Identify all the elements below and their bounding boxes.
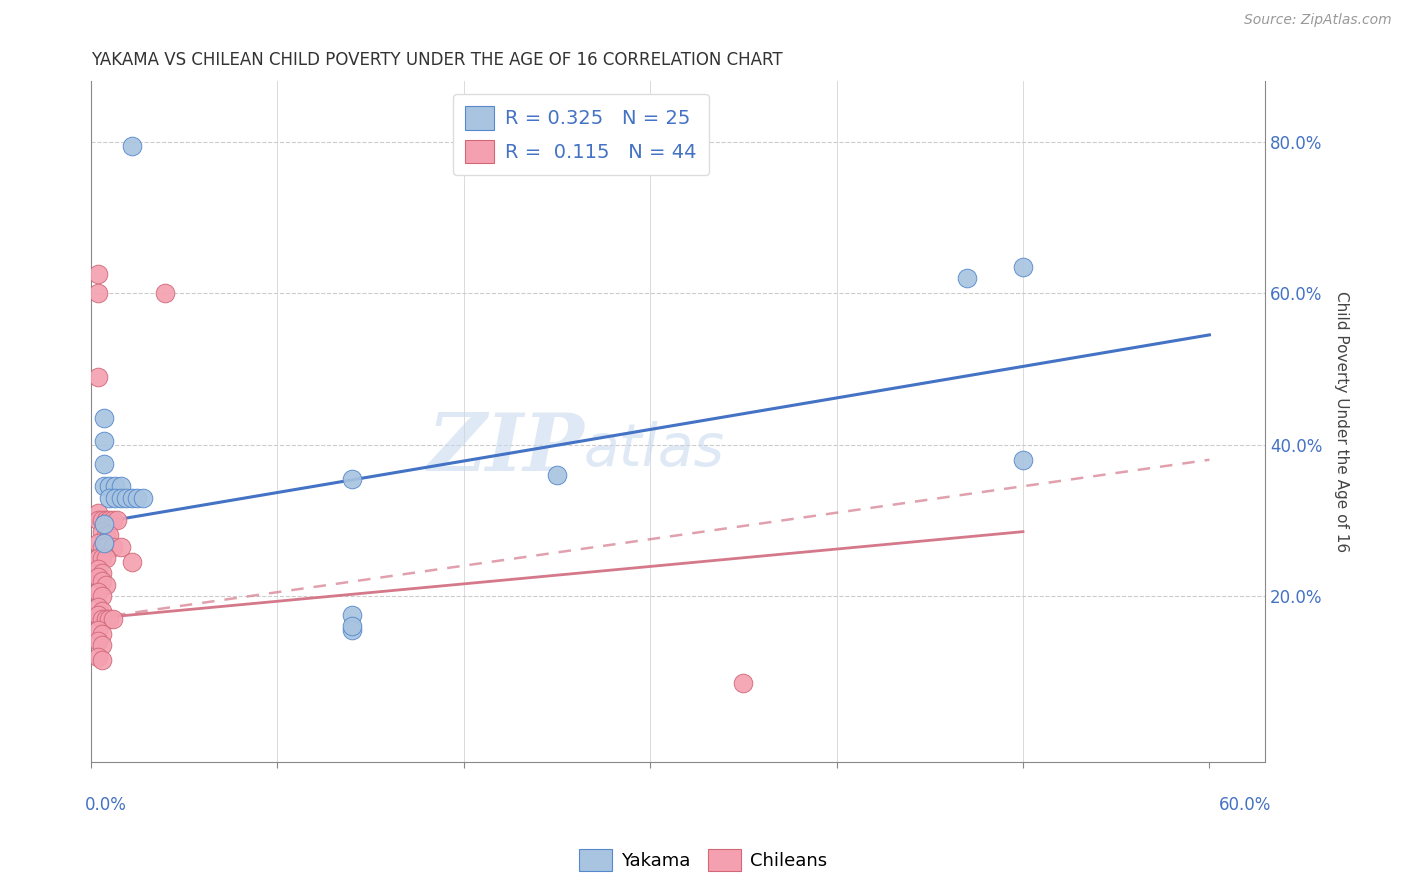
Point <box>132 491 155 505</box>
Point <box>87 551 110 566</box>
Point <box>93 411 115 425</box>
Text: ZIP: ZIP <box>427 410 583 488</box>
Point <box>94 551 117 566</box>
Point <box>115 491 138 505</box>
Point <box>94 612 117 626</box>
Point <box>90 566 112 581</box>
Point <box>87 286 110 301</box>
Legend: Yakama, Chileans: Yakama, Chileans <box>572 842 834 879</box>
Point <box>104 491 127 505</box>
Point <box>90 574 112 588</box>
Point <box>93 479 115 493</box>
Point <box>87 369 110 384</box>
Point <box>87 268 110 282</box>
Point <box>93 434 115 448</box>
Point <box>94 540 117 554</box>
Point <box>98 491 121 505</box>
Point <box>87 562 110 576</box>
Point <box>98 528 121 542</box>
Point <box>121 138 143 153</box>
Point <box>121 555 143 569</box>
Point <box>90 638 112 652</box>
Point <box>1012 260 1035 274</box>
Point <box>98 612 121 626</box>
Text: YAKAMA VS CHILEAN CHILD POVERTY UNDER THE AGE OF 16 CORRELATION CHART: YAKAMA VS CHILEAN CHILD POVERTY UNDER TH… <box>91 51 782 69</box>
Point <box>90 551 112 566</box>
Point <box>87 623 110 637</box>
Point <box>90 524 112 539</box>
Point <box>90 627 112 641</box>
Point <box>93 457 115 471</box>
Point <box>127 491 149 505</box>
Point <box>104 479 127 493</box>
Point <box>87 506 110 520</box>
Text: 0.0%: 0.0% <box>84 797 127 814</box>
Point <box>87 585 110 599</box>
Point <box>340 472 363 486</box>
Point <box>90 513 112 527</box>
Point <box>90 589 112 603</box>
Point <box>87 607 110 622</box>
Point <box>87 513 110 527</box>
Point <box>105 513 128 527</box>
Point <box>94 528 117 542</box>
Y-axis label: Child Poverty Under the Age of 16: Child Poverty Under the Age of 16 <box>1334 292 1348 552</box>
Point <box>121 491 143 505</box>
Point <box>110 540 132 554</box>
Point <box>90 612 112 626</box>
Point <box>87 634 110 648</box>
Point <box>87 536 110 550</box>
Point <box>340 623 363 637</box>
Point <box>94 513 117 527</box>
Point <box>1012 452 1035 467</box>
Text: atlas: atlas <box>583 421 725 477</box>
Point <box>94 577 117 591</box>
Text: Source: ZipAtlas.com: Source: ZipAtlas.com <box>1244 13 1392 28</box>
Point <box>733 676 755 690</box>
Point <box>90 540 112 554</box>
Point <box>340 619 363 633</box>
Point <box>101 612 124 626</box>
Point <box>101 540 124 554</box>
Point <box>110 491 132 505</box>
Point <box>87 570 110 584</box>
Point <box>87 600 110 615</box>
Point <box>90 604 112 618</box>
Legend: R = 0.325   N = 25, R =  0.115   N = 44: R = 0.325 N = 25, R = 0.115 N = 44 <box>453 95 709 175</box>
Point <box>98 479 121 493</box>
Point <box>93 536 115 550</box>
Text: 60.0%: 60.0% <box>1219 797 1271 814</box>
Point <box>956 271 979 285</box>
Point <box>93 517 115 532</box>
Point <box>101 513 124 527</box>
Point <box>155 286 177 301</box>
Point <box>546 467 568 482</box>
Point <box>87 649 110 664</box>
Point <box>110 479 132 493</box>
Point <box>340 607 363 622</box>
Point <box>90 653 112 667</box>
Point <box>98 513 121 527</box>
